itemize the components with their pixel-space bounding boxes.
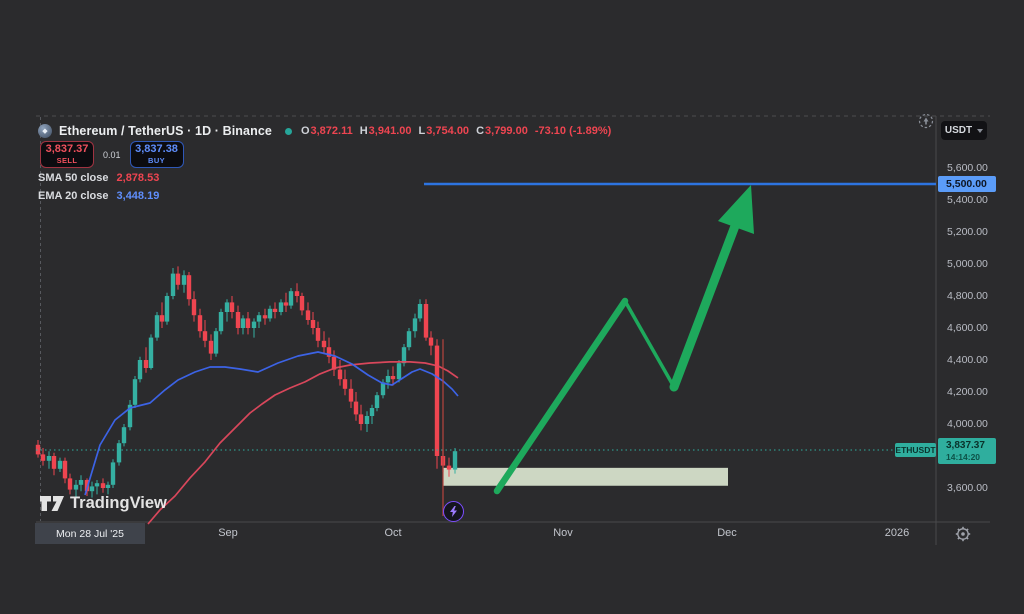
change-value: -73.10 (-1.89%) [534,125,612,137]
price-tick-label: 4,200.00 [947,386,988,398]
time-tick-label: Oct [384,527,402,539]
symbol-title[interactable]: Ethereum / TetherUS · 1D · Binance [59,124,272,138]
sma50-line [147,361,459,525]
trade-panel: 3,837.37 SELL 0.01 3,837.38 BUY [40,141,184,168]
market-open-dot-icon [284,127,292,135]
candles [35,266,458,498]
chevron-down-icon [977,128,984,133]
price-tick-label: 4,600.00 [947,322,988,334]
time-tick-label: Sep [218,527,238,539]
legend-ema20[interactable]: EMA 20 close 3,448.19 [38,190,160,202]
trend-arrow-segment [623,299,676,389]
trend-arrow-segment [493,297,629,495]
target-price-axis-label: 5,500.00 [938,176,996,192]
price-tick-label: 5,400.00 [947,194,988,206]
time-axis[interactable]: Mon 28 Jul '25 Sep Oct Nov Dec 2026 [0,522,1024,546]
legend-sma50[interactable]: SMA 50 close 2,878.53 [38,172,160,184]
trend-arrow-segment [669,221,740,392]
price-tick-label: 5,600.00 [947,162,988,174]
buy-button[interactable]: 3,837.38 BUY [129,141,184,168]
demand-zone-rect [443,467,728,486]
price-tick-label: 5,000.00 [947,258,988,270]
price-axis[interactable]: 5,600.00 5,400.00 5,200.00 5,000.00 4,800.00… [936,116,1024,546]
price-tick-label: 4,400.00 [947,354,988,366]
ohlc-values: O 3,872.11 H 3,941.00 L 3,754.00 C 3,799.00 … [300,125,612,137]
time-tick-label: Nov [553,527,573,539]
currency-dropdown[interactable]: USDT [941,121,987,140]
event-flash-icon[interactable] [443,501,464,522]
trend-arrow-head [718,185,754,234]
price-tick-label: 4,000.00 [947,418,988,430]
crosshair-date-label: Mon 28 Jul '25 [35,523,145,544]
tradingview-logo-icon [40,496,64,511]
symbol-logo-icon: ◆ [38,124,52,138]
symbol-header[interactable]: ◆ Ethereum / TetherUS · 1D · Binance O 3,… [38,123,611,139]
reset-scale-icon[interactable] [918,113,934,129]
current-price-axis-label: 3,837.37 14:14:20 [938,438,996,465]
time-tick-label: Dec [717,527,737,539]
tradingview-watermark: TradingView [40,494,167,513]
time-tick-label: 2026 [884,527,910,539]
symbol-price-badge: ETHUSDT [895,443,936,458]
spread-value: 0.01 [103,149,121,160]
price-tick-label: 4,800.00 [947,290,988,302]
gear-icon[interactable] [954,525,972,543]
price-tick-label: 5,200.00 [947,226,988,238]
bar-countdown: 14:14:20 [946,451,981,462]
sell-button[interactable]: 3,837.37 SELL [40,141,94,168]
ema20-line [84,351,459,496]
price-tick-label: 3,600.00 [947,482,988,494]
